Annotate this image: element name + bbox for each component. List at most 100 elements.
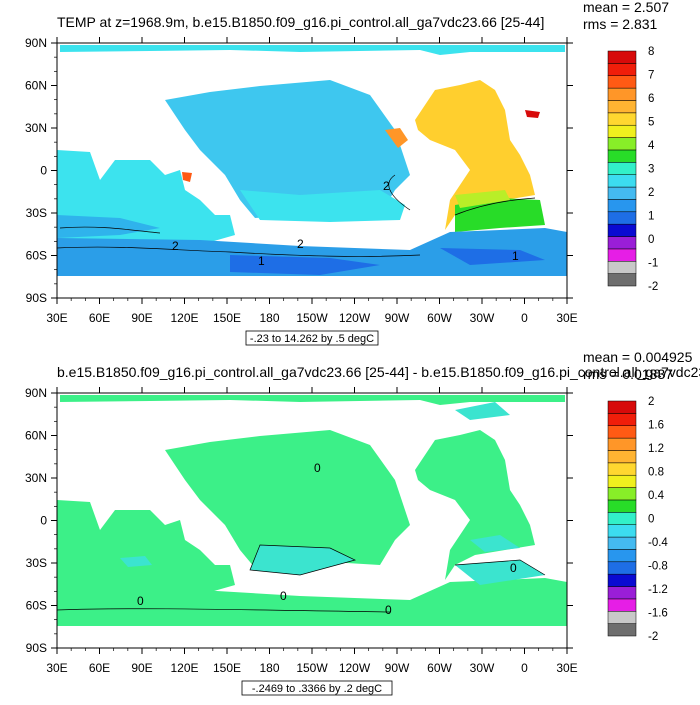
colorbar-label: 3: [648, 164, 654, 176]
contour-line-atlantic: [454, 197, 536, 216]
contour-label: 0: [314, 461, 321, 475]
colorbar-label: -1.2: [648, 584, 668, 596]
colorbar-swatch: [607, 524, 637, 538]
x-tick-label: 150E: [213, 661, 241, 675]
panel1-info: -.23 to 14.262 by .5 degC: [250, 333, 374, 345]
contour-label: 0: [510, 561, 517, 575]
colorbar-swatch: [607, 75, 637, 89]
panel1-map: 2 2 2 1 1: [57, 43, 567, 298]
x-tick-label: 90W: [385, 661, 410, 675]
y-tick-label: 30N: [25, 471, 47, 485]
contour-label: 2: [383, 179, 390, 193]
colorbar-swatch: [607, 273, 637, 287]
colorbar-swatch: [607, 248, 637, 262]
panel2-colorbar: 2 1.6 1.2 0.8 0.4 0 -0.4 -0.8 -1.2 -1.6 -2: [607, 396, 668, 643]
contour-labels-panel1: 2 2 2 1 1: [172, 179, 519, 268]
colorbar-label: -2: [648, 631, 658, 643]
y-tick-label: 30S: [26, 556, 47, 570]
y-tick-label: 90N: [25, 36, 47, 50]
y-tick-label: 90S: [26, 291, 47, 305]
colorbar-label: 1: [648, 211, 654, 223]
panel1-mean: mean = 2.507: [583, 0, 669, 15]
colorbar-swatch: [607, 462, 637, 476]
colorbar-swatch: [607, 437, 637, 451]
colorbar-label: 2: [648, 187, 654, 199]
y-tick-label: 0: [40, 164, 47, 178]
pacific-ocean-south: [240, 190, 405, 222]
contour-label: 0: [385, 603, 392, 617]
colorbar-swatch: [607, 223, 637, 237]
panel2-map: 0 0 0 0 0: [57, 393, 567, 648]
colorbar-swatch: [607, 474, 637, 488]
panel2-axes: 90N 60N 30N 0 30S 60S 90S 30E 60E 90E 120E 150E 180 1…: [25, 386, 578, 675]
contour-label: 2: [172, 239, 179, 253]
diff-negative-indian: [120, 556, 152, 567]
panel1-rms: rms = 2.831: [583, 16, 658, 32]
indian-ocean-deep-band: [57, 215, 160, 238]
x-tick-label: 30W: [470, 661, 495, 675]
colorbar-label: 0: [648, 234, 654, 246]
colorbar-swatch: [607, 186, 637, 200]
atlantic-south-band: [455, 198, 545, 232]
x-tick-label: 0: [521, 661, 528, 675]
colorbar-label: 0.4: [648, 490, 665, 502]
x-tick-label: 30E: [556, 311, 577, 325]
panel-temperature: TEMP at z=1968.9m, b.e15.B1850.f09_g16.p…: [25, 0, 669, 346]
x-tick-label: 150W: [296, 311, 328, 325]
colorbar-swatch: [607, 512, 637, 525]
southern-ocean: [57, 228, 567, 276]
x-tick-label: 30W: [470, 311, 495, 325]
colorbar-label: -1: [648, 258, 658, 270]
panel1-axes: 90N 60N 30N 0 30S 60S 90S 30E 60E 90E 120E 150E 180 1…: [25, 36, 578, 325]
colorbar-swatch: [607, 611, 637, 624]
colorbar-swatch: [607, 499, 637, 513]
colorbar-swatch: [607, 450, 637, 464]
colorbar-label: 4: [648, 140, 655, 152]
colorbar-swatch: [607, 598, 637, 612]
x-tick-label: 90E: [131, 311, 152, 325]
colorbar-swatch: [607, 50, 637, 64]
colorbar-swatch: [607, 536, 637, 550]
colorbar-label: -0.4: [648, 537, 668, 549]
x-tick-label: 120W: [339, 661, 371, 675]
x-tick-label: 90E: [131, 661, 152, 675]
panel2-rms: rms = 0.01837: [583, 366, 673, 382]
contour-line-indian: [59, 226, 161, 234]
x-tick-label: 120E: [170, 661, 198, 675]
southern-ocean-cold-patch: [440, 248, 545, 265]
panel2-info-box: [241, 680, 393, 696]
contour-labels-panel2: 0 0 0 0 0: [137, 461, 517, 617]
colorbar-swatch: [607, 137, 637, 151]
y-tick-label: 30S: [26, 206, 47, 220]
colorbar-swatch: [607, 112, 637, 126]
colorbar-label: 0: [648, 514, 654, 526]
panel2-title: b.e15.B1850.f09_g16.pi_control.all_ga7vd…: [57, 364, 700, 380]
indian-ocean: [57, 500, 235, 600]
colorbar-swatch: [607, 549, 637, 563]
colorbar-label: 8: [648, 46, 654, 58]
colorbar-swatch: [607, 162, 637, 175]
contour-line-2: [57, 246, 421, 257]
y-tick-label: 60S: [26, 249, 47, 263]
x-tick-label: 60E: [89, 661, 110, 675]
contour-zero-pacific: [249, 544, 356, 576]
y-tick-label: 90S: [26, 641, 47, 655]
contour-line-pacific: [388, 174, 411, 211]
x-tick-label: 60W: [427, 311, 452, 325]
contour-label: 0: [280, 589, 287, 603]
x-tick-label: 90W: [385, 311, 410, 325]
contour-zero-atlantic: [454, 559, 546, 576]
contour-label: 2: [297, 237, 304, 251]
x-tick-label: 120E: [170, 311, 198, 325]
diff-negative-pacific: [250, 545, 355, 575]
diff-negative-atlantic: [455, 560, 545, 585]
colorbar-label: 5: [648, 117, 654, 129]
x-tick-label: 150E: [213, 311, 241, 325]
colorbar-swatch: [607, 124, 637, 138]
colorbar-swatch: [607, 561, 637, 575]
panel1-title: TEMP at z=1968.9m, b.e15.B1850.f09_g16.p…: [57, 14, 544, 30]
colorbar-swatch: [607, 236, 637, 250]
contour-label: 1: [512, 249, 519, 263]
colorbar-label: 6: [648, 93, 654, 105]
